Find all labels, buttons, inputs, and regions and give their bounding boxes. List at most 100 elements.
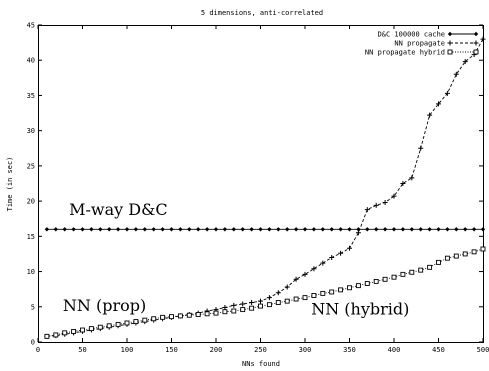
data-point-s2 [222,309,228,315]
data-point-s1 [444,90,450,96]
data-point-s2 [71,328,77,334]
data-point-s1 [409,175,415,181]
data-point-s0 [338,227,343,232]
data-point-s2 [231,308,237,314]
data-point-s1 [320,260,326,266]
data-point-s2 [436,259,441,265]
data-point-s1 [373,202,379,208]
data-point-s1 [400,181,406,186]
data-point-s2 [213,310,219,316]
data-point-s0 [400,227,406,232]
y-tick-label: 45 [27,22,35,30]
x-tick-label: 0 [36,346,40,354]
data-point-s0 [71,227,76,232]
data-point-s1 [338,250,344,256]
series-2 [44,246,486,339]
data-point-s1 [364,207,370,213]
data-point-s2 [338,287,344,293]
data-point-s0 [240,227,245,232]
data-point-s0 [436,227,441,232]
series-layer [44,36,486,339]
data-point-s1 [329,254,335,260]
data-point-s2 [355,283,361,289]
data-point-s2 [62,330,68,336]
data-point-s2 [320,290,326,296]
data-point-s0 [258,227,263,232]
data-point-s1 [382,200,388,206]
annotation-layer: M-way D&C NN (prop) NN (hybrid) [63,200,409,318]
data-point-s0 [133,227,139,232]
data-point-s2 [177,313,183,319]
data-point-s0 [249,227,254,232]
data-point-s0 [347,227,352,232]
data-point-s2 [44,333,50,339]
data-point-s0 [115,227,121,232]
data-point-s2 [391,274,397,280]
y-tick-label: 0 [31,339,35,347]
annotation-label: NN (hybrid) [311,300,409,319]
data-point-s2 [364,281,370,286]
x-tick-label: 250 [254,346,267,354]
data-point-s2 [97,324,103,330]
data-point-s0 [365,227,370,232]
data-point-s2 [275,300,281,306]
data-point-s0 [178,227,183,232]
series-line-1 [46,38,484,337]
x-tick-label: 150 [165,346,178,354]
data-point-s2 [400,271,406,277]
data-point-s2 [258,303,263,309]
data-point-s2 [124,320,130,326]
annotation-label: NN (prop) [63,296,146,315]
data-point-s0 [285,227,290,232]
data-point-s2 [480,246,486,252]
data-point-s2 [169,314,174,320]
data-point-s2 [373,278,379,284]
x-tick-label: 350 [343,346,356,354]
data-point-s0 [213,227,219,232]
data-point-s0 [311,227,317,232]
data-point-s2 [329,289,335,295]
data-point-s0 [471,227,477,232]
y-tick-label: 30 [27,127,35,135]
data-point-s0 [89,227,94,232]
data-point-s1 [355,230,361,236]
data-point-s1 [284,284,290,290]
data-point-s1 [275,290,281,296]
data-point-s1 [311,266,317,272]
data-point-s1 [258,298,263,304]
data-point-s2 [133,319,139,325]
y-tick-label: 35 [27,92,35,100]
series-line-2 [46,248,484,337]
data-point-s0 [293,227,299,232]
data-point-s0 [53,227,58,232]
data-point-s2 [293,296,299,302]
data-point-s2 [311,293,317,298]
data-point-s2 [88,326,94,332]
data-point-s0 [160,227,165,232]
data-point-s2 [115,321,121,327]
data-point-s1 [293,276,299,282]
x-tick-label: 450 [432,346,445,354]
x-tick-label: 200 [210,346,223,354]
data-point-s1 [436,101,441,107]
plot-frame [38,25,484,343]
data-point-s1 [302,271,308,277]
data-point-s0 [409,227,414,232]
data-point-s2 [160,314,166,320]
data-point-s0 [62,227,67,232]
data-point-s0 [480,227,486,232]
x-tick-label: 100 [121,346,134,354]
x-tick-label: 500 [477,346,489,354]
legend-label: NN propagate hybrid [365,49,445,57]
series-1 [44,36,486,339]
x-tick-label: 50 [78,346,86,354]
legend-label: D&C 100000 cache [378,31,445,39]
data-point-s2 [240,307,246,313]
data-point-s2 [195,312,201,317]
data-point-s0 [374,227,379,232]
data-point-s2 [302,295,308,301]
data-point-s0 [445,227,450,232]
data-point-s1 [462,59,468,65]
data-point-s2 [284,298,290,304]
